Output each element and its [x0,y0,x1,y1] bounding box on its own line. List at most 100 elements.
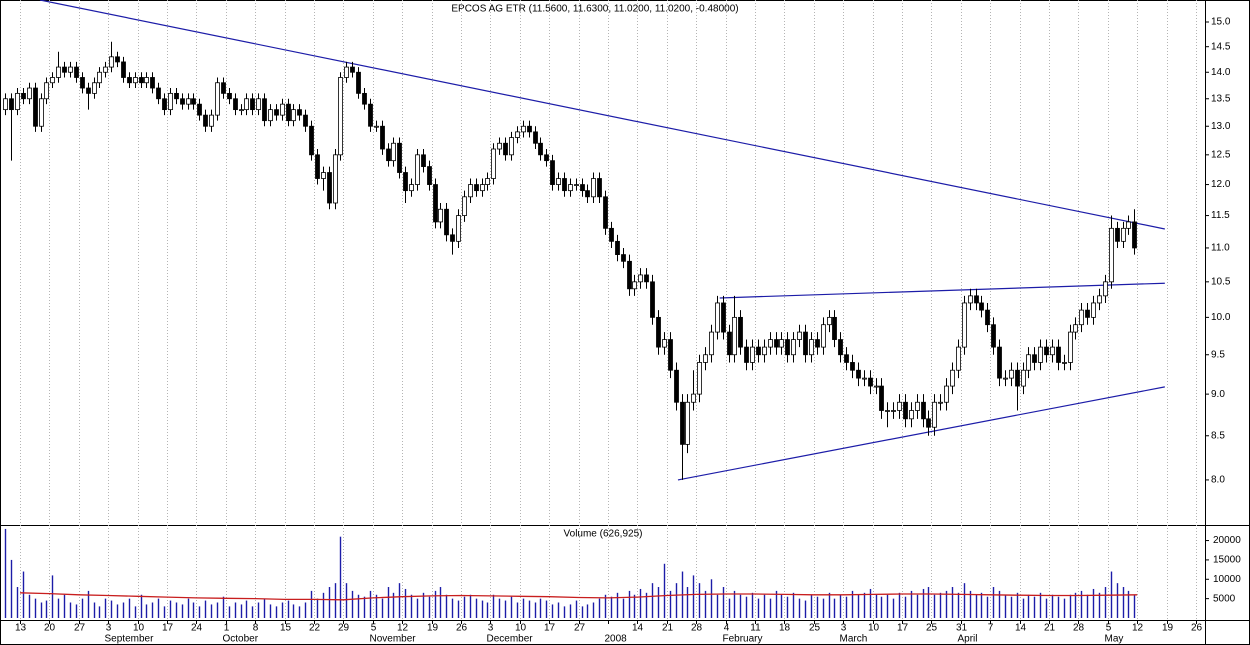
x-tick-label: 7 [988,623,994,634]
candle-body [168,92,173,111]
candle-body [874,385,879,388]
candle-body [809,339,814,356]
candle-body [209,114,214,127]
candle-body [92,82,97,94]
x-tick-label: 28 [691,623,703,634]
y-tick-label: 11.5 [1211,210,1230,221]
candle-body [344,66,349,78]
candle-body [550,160,555,185]
x-tick-label: 13 [15,623,27,634]
candle-body [39,98,44,127]
trendline [677,386,1165,481]
x-tick-label: 12 [397,623,409,634]
candle-body [380,125,385,150]
candle-body [603,196,608,229]
candle-body [1032,354,1037,363]
candle-body [191,98,196,105]
candle-body [580,184,585,192]
candle-body [709,331,714,356]
candle-body [103,66,108,73]
candle-body [868,377,873,387]
y-tick-label: 10.0 [1211,312,1231,323]
candle-body [227,92,232,100]
candle-body [791,339,796,356]
x-tick-label: 17 [544,623,556,634]
candle-body [515,131,520,138]
candle-body [721,302,726,333]
x-tick-label: 19 [1162,623,1174,634]
month-label: September [105,634,155,645]
x-tick-label: 10 [133,623,145,634]
candle-body [203,114,208,127]
candle-body [268,109,273,122]
x-tick-label: 18 [779,623,791,634]
x-tick-label: 5 [1106,623,1112,634]
candle-body [321,172,326,179]
y-tick-label: 13.0 [1211,121,1231,132]
candle-body [9,98,14,111]
x-tick-label: 21 [662,623,674,634]
volume-panel [4,528,1138,618]
candle-body [356,71,361,94]
candle-body [497,142,502,150]
candle-body [962,302,967,348]
candle-body [715,302,720,333]
candle-body [985,309,990,326]
x-tick-label: 10 [515,623,527,634]
candle-body [1026,354,1031,371]
candle-body [280,103,285,116]
candle-body [386,148,391,162]
candle-body [856,369,861,379]
candle-body [885,410,890,412]
candle-body [568,184,573,192]
candle-body [932,401,937,428]
candle-body [1132,221,1137,249]
candle-body [21,92,26,100]
candle-body [239,109,244,112]
candle-body [509,137,514,156]
x-tick-label: 3 [488,623,494,634]
y-tick-label: 12.5 [1211,149,1231,160]
candle-body [150,77,155,89]
candle-body [503,142,508,156]
candle-body [697,362,702,395]
candle-body [727,331,732,356]
candle-body [50,77,55,84]
candle-body [474,184,479,192]
candle-body [921,401,926,420]
candle-body [197,103,202,116]
x-tick-label: 29 [338,623,350,634]
candle-body [62,66,67,73]
candle-body [480,184,485,192]
candle-body [27,87,32,100]
candle-body [350,66,355,73]
candle-body [779,339,784,348]
candle-body [3,98,8,111]
candle-body [950,369,955,387]
candle-body [556,178,561,185]
candle-body [427,166,432,185]
candle-body [221,82,226,94]
candle-body [327,172,332,204]
candle-body [409,184,414,192]
volume-tick-label: 10000 [1213,574,1241,585]
x-tick-label: 24 [191,623,203,634]
x-tick-label: 15 [280,623,292,634]
candle-body [897,401,902,411]
candle-body [1109,227,1114,283]
candle-body [1062,362,1067,364]
x-tick-label: 14 [632,623,644,634]
candle-body [309,125,314,156]
candle-body [768,339,773,348]
x-tick-label: 31 [956,623,968,634]
month-label: April [958,634,978,645]
candle-body [585,190,590,198]
candle-body [174,92,179,100]
candle-body [444,208,449,236]
candle-body [821,324,826,348]
month-label: October [223,634,259,645]
candle-body [1050,346,1055,356]
candle-body [262,98,267,122]
candle-body [685,401,690,445]
candle-body [1068,331,1073,363]
